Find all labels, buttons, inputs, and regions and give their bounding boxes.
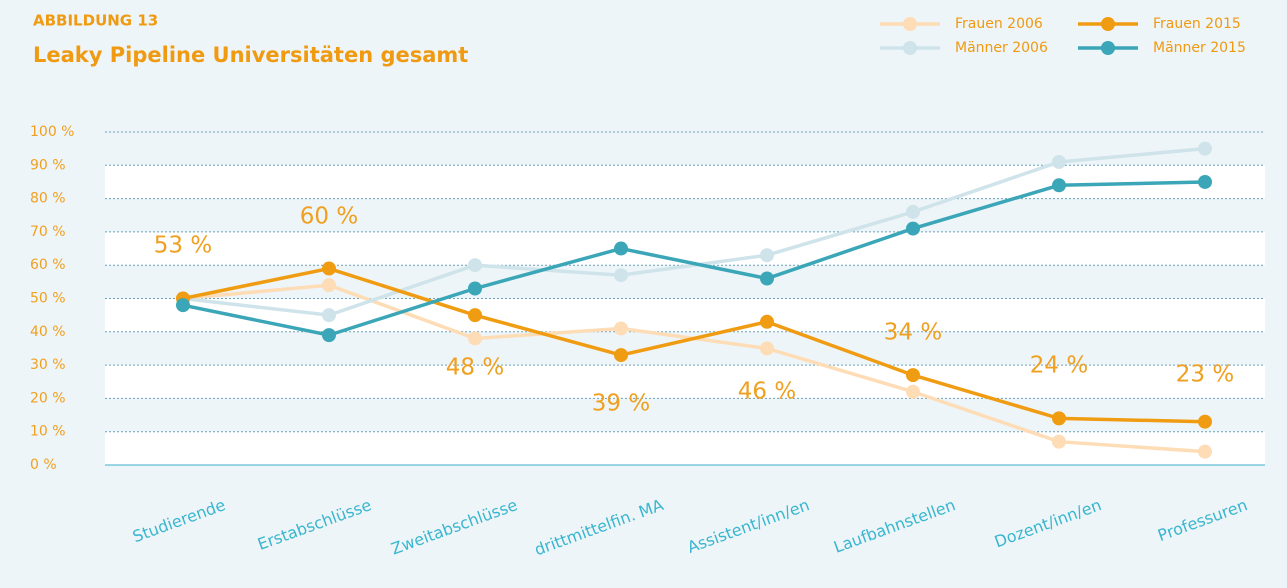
point — [614, 268, 628, 283]
annotation: 60 % — [300, 204, 358, 230]
y-tick-label: 40 % — [30, 324, 66, 340]
point — [1198, 174, 1212, 189]
point — [322, 261, 336, 276]
point — [906, 204, 920, 219]
x-tick-label: Laufbahnstellen — [831, 495, 958, 557]
annotation: 23 % — [1176, 362, 1234, 388]
annotation: 39 % — [592, 391, 650, 417]
point — [760, 248, 774, 263]
band — [105, 365, 1265, 399]
x-tick-label: Dozent/inn/en — [992, 495, 1104, 551]
y-tick-label: 0 % — [30, 457, 57, 473]
point — [760, 314, 774, 329]
y-tick-label: 50 % — [30, 291, 66, 307]
legend-dot — [903, 17, 917, 31]
series-line — [182, 180, 1206, 337]
point — [906, 368, 920, 383]
legend-label: Frauen 2015 — [1153, 16, 1241, 32]
point — [1052, 434, 1066, 449]
y-tick-label: 60 % — [30, 257, 66, 273]
chart-title: Leaky Pipeline Universitäten gesamt — [33, 43, 468, 67]
point — [1198, 444, 1212, 459]
legend-dot — [1101, 41, 1115, 55]
y-tick-label: 90 % — [30, 157, 66, 173]
point — [906, 221, 920, 236]
point — [614, 348, 628, 363]
point — [1198, 141, 1212, 156]
point — [760, 341, 774, 356]
legend-label: Frauen 2006 — [955, 16, 1043, 32]
legend-dot — [903, 41, 917, 55]
y-tick-label: 10 % — [30, 424, 66, 440]
figure-label: ABBILDUNG 13 — [33, 12, 158, 30]
point — [468, 258, 482, 273]
x-tick-label: Studierende — [130, 495, 228, 546]
band — [105, 231, 1265, 266]
y-tick-label: 30 % — [30, 357, 66, 373]
annotation: 53 % — [154, 233, 212, 259]
annotation: 48 % — [446, 355, 504, 381]
annotation: 34 % — [884, 320, 942, 346]
point — [1052, 154, 1066, 169]
point — [468, 331, 482, 346]
point — [614, 241, 628, 256]
legend-label: Männer 2015 — [1153, 40, 1246, 56]
x-tick-label: Erstabschlüsse — [255, 495, 374, 554]
series-line — [182, 266, 1206, 424]
point — [760, 271, 774, 286]
annotation: 24 % — [1030, 353, 1088, 379]
point — [614, 321, 628, 336]
y-tick-label: 100 % — [30, 124, 74, 140]
x-tick-label: Zweitabschlüsse — [388, 495, 519, 558]
point — [322, 278, 336, 293]
point — [1052, 178, 1066, 193]
point — [1052, 411, 1066, 426]
band — [105, 165, 1265, 199]
y-tick-label: 80 % — [30, 191, 66, 207]
band — [105, 431, 1265, 465]
x-tick-label: Professuren — [1155, 495, 1250, 545]
legend-label: Männer 2006 — [955, 40, 1048, 56]
point — [322, 328, 336, 343]
x-tick-label: Assistent/inn/en — [685, 495, 812, 557]
annotation: 46 % — [738, 379, 796, 405]
y-tick-label: 20 % — [30, 390, 66, 406]
legend-dot — [1101, 17, 1115, 31]
y-tick-label: 70 % — [30, 224, 66, 240]
point — [468, 281, 482, 296]
point — [906, 384, 920, 399]
point — [322, 308, 336, 323]
point — [176, 298, 190, 313]
band — [105, 298, 1265, 332]
point — [468, 308, 482, 323]
x-tick-label: drittmittelfin. MA — [532, 495, 666, 559]
point — [1198, 414, 1212, 429]
